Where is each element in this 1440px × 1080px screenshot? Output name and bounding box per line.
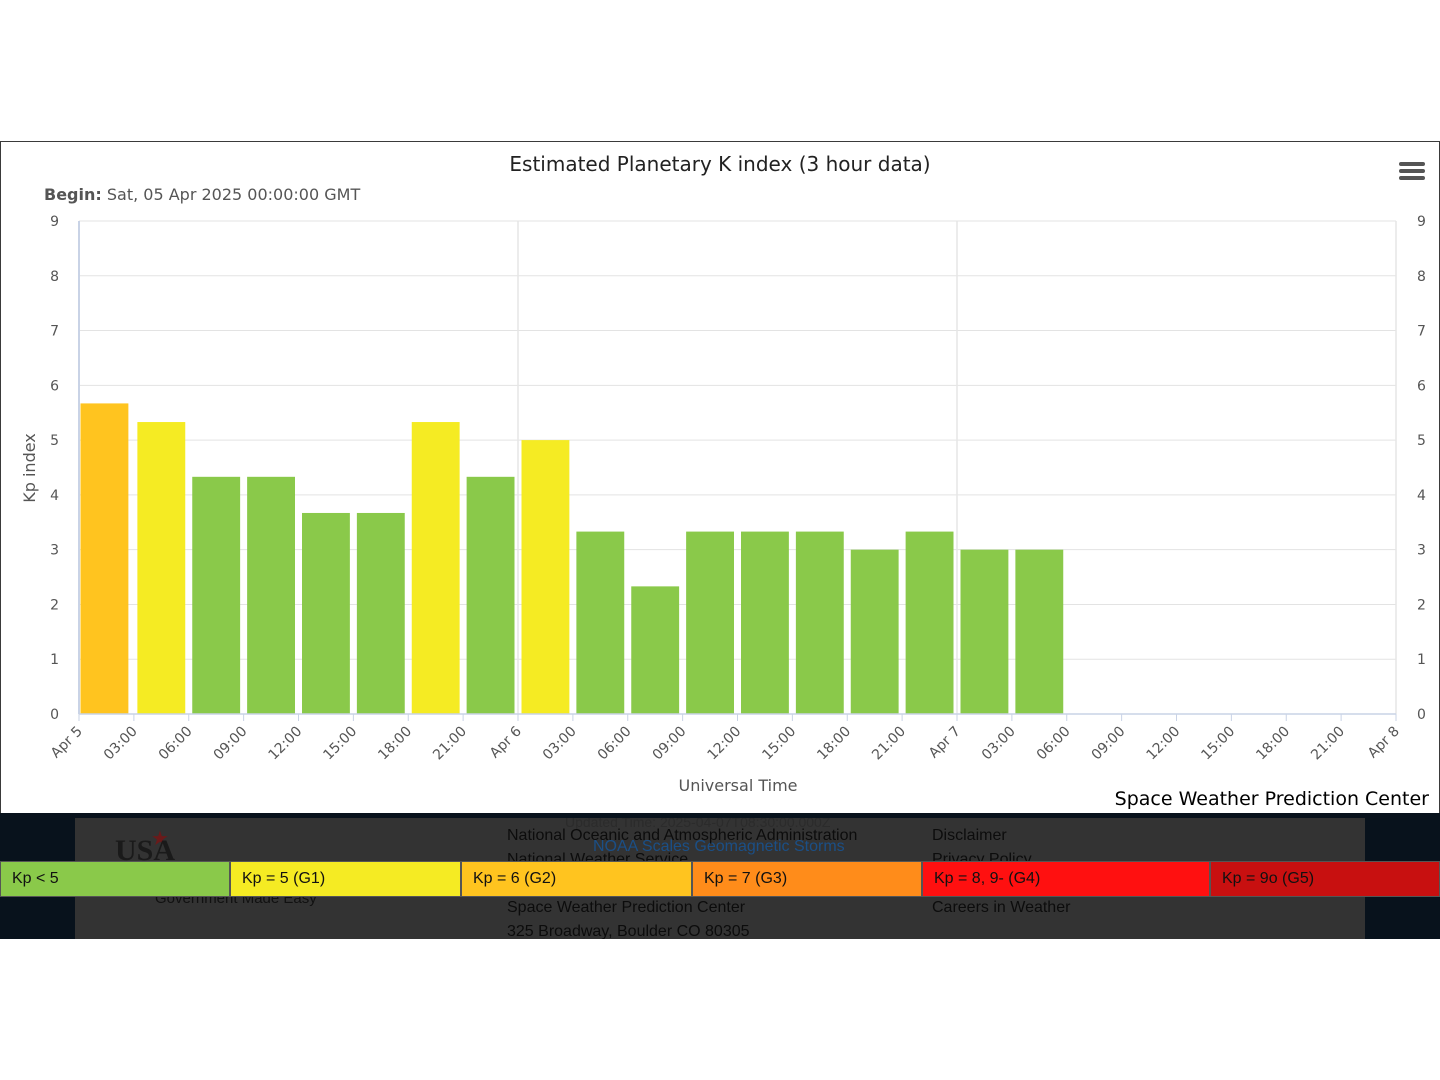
x-tick-label: 15:00: [320, 724, 360, 764]
y-tick-label-right: 0: [1417, 707, 1426, 723]
kp-bar: [741, 531, 789, 714]
legend-item: Kp = 8, 9- (G4): [922, 861, 1210, 897]
y-axis-title: Kp index: [20, 433, 39, 503]
noaa-scales-link[interactable]: NOAA Scales Geomagnetic Storms: [593, 838, 845, 855]
x-tick-label: 21:00: [1308, 724, 1348, 764]
legend-item: Kp = 9o (G5): [1210, 861, 1440, 897]
y-tick-label-left: 4: [50, 488, 59, 504]
star-icon: ★: [151, 828, 169, 850]
y-tick-label-right: 8: [1417, 269, 1426, 285]
y-tick-label-left: 8: [50, 269, 59, 285]
x-tick-label: 18:00: [814, 724, 854, 764]
legend-item: Kp < 5: [0, 861, 230, 897]
kp-bar: [247, 476, 295, 714]
x-tick-label: 03:00: [540, 724, 580, 764]
kp-bar: [631, 586, 680, 714]
chart-subtitle: Begin: Sat, 05 Apr 2025 00:00:00 GMT: [44, 185, 360, 204]
kp-bar: [1015, 549, 1064, 714]
kp-bar-chart: 0 0 1 1 2 2 3 3 4 4 5 5 6 6 7 7 8 8 9 9 Apr 5 03:00 06:00 09:00…: [20, 214, 1426, 795]
y-tick-label-right: 6: [1417, 378, 1426, 394]
footer-agency-line: National Oceanic and Atmospheric Adminis…: [507, 827, 858, 844]
y-tick-label-left: 5: [50, 433, 59, 449]
kp-bar: [80, 403, 129, 714]
kp-bar: [905, 531, 954, 714]
updated-time: Updated Time: 2025-04-07T08:30:00.000Z: [565, 818, 831, 830]
y-tick-label-left: 6: [50, 378, 59, 394]
y-tick-label-right: 5: [1417, 433, 1426, 449]
footer-agency-line: 325 Broadway, Boulder CO 80305: [507, 923, 750, 939]
chart-credit[interactable]: Space Weather Prediction Center: [1114, 788, 1429, 810]
y-tick-label-right: 7: [1417, 324, 1426, 340]
kp-bar: [356, 512, 405, 714]
y-tick-label-right: 2: [1417, 597, 1426, 613]
legend-item: Kp = 7 (G3): [692, 861, 922, 897]
x-tick-label: 06:00: [156, 724, 196, 764]
x-tick-label: 12:00: [1143, 724, 1183, 764]
x-tick-label: 03:00: [101, 724, 141, 764]
kp-bar: [686, 531, 734, 714]
x-tick-label: 15:00: [759, 724, 799, 764]
kp-bar: [466, 476, 515, 714]
x-tick-label: 18:00: [1253, 724, 1293, 764]
usa-gov-logo[interactable]: ★ USA: [81, 824, 231, 867]
x-tick-label: 06:00: [1034, 724, 1074, 764]
begin-value: Sat, 05 Apr 2025 00:00:00 GMT: [106, 185, 361, 204]
chart-container: Estimated Planetary K index (3 hour data…: [0, 141, 1440, 814]
x-tick-label: 09:00: [211, 724, 251, 764]
x-tick-label: 03:00: [979, 724, 1019, 764]
y-tick-label-left: 0: [50, 707, 59, 723]
footer-link[interactable]: Disclaimer: [932, 827, 1007, 844]
x-tick-label: 21:00: [430, 724, 470, 764]
begin-label: Begin:: [44, 185, 102, 204]
x-tick-label: 18:00: [375, 724, 415, 764]
y-tick-label-left: 1: [50, 652, 59, 668]
y-tick-label-left: 3: [50, 543, 59, 559]
kp-bar: [302, 512, 350, 714]
legend-item: Kp = 5 (G1): [230, 861, 461, 897]
kp-bar: [795, 531, 844, 714]
kp-bar: [137, 422, 186, 714]
x-tick-label: Apr 7: [926, 724, 964, 762]
x-tick-label: Apr 6: [487, 723, 525, 761]
x-axis-title: Universal Time: [678, 776, 797, 795]
x-tick-label: 12:00: [704, 724, 744, 764]
x-tick-label: Apr 8: [1365, 724, 1403, 762]
x-tick-label: 12:00: [265, 724, 305, 764]
x-tick-label: 21:00: [869, 724, 909, 764]
y-tick-label-right: 9: [1417, 214, 1426, 230]
y-tick-label-left: 2: [50, 597, 59, 613]
kp-bar: [411, 422, 460, 714]
y-tick-label-right: 3: [1417, 543, 1426, 559]
y-tick-label-right: 1: [1417, 652, 1426, 668]
kp-bar: [850, 549, 899, 714]
y-tick-label-right: 4: [1417, 488, 1426, 504]
y-tick-label-left: 7: [50, 324, 59, 340]
kp-bar: [576, 531, 625, 714]
x-tick-label: 09:00: [1089, 724, 1129, 764]
kp-bar: [521, 440, 570, 714]
legend-item: Kp = 6 (G2): [461, 861, 692, 897]
footer-link[interactable]: Careers in Weather: [932, 899, 1071, 916]
kp-color-legend: Kp < 5 Kp = 5 (G1) Kp = 6 (G2) Kp = 7 (G3) K…: [0, 861, 1440, 897]
x-tick-label: 15:00: [1198, 724, 1238, 764]
y-tick-label-left: 9: [50, 214, 59, 230]
x-tick-label: 09:00: [650, 724, 690, 764]
kp-bar: [960, 549, 1009, 714]
x-tick-label: 06:00: [595, 724, 635, 764]
chart-title: Estimated Planetary K index (3 hour data…: [509, 152, 931, 176]
footer-agency-line: Space Weather Prediction Center: [507, 899, 746, 916]
chart-menu-icon[interactable]: [1399, 162, 1425, 184]
kp-bar: [192, 476, 241, 714]
x-tick-label: Apr 5: [48, 724, 86, 762]
